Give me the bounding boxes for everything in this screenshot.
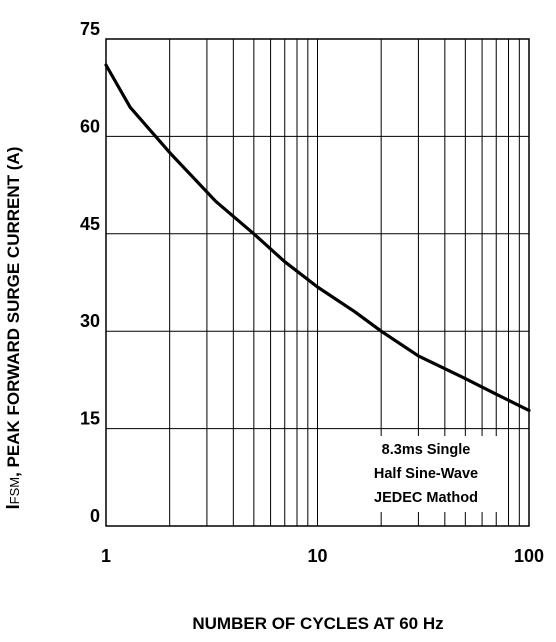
series-line [104, 63, 531, 412]
y-tick-label: 45 [80, 214, 100, 234]
x-tick-labels: 1 10 100 [101, 546, 544, 566]
annotation-box [346, 436, 506, 512]
y-grid-lines [106, 135, 529, 430]
y-tick-label: 15 [80, 409, 100, 429]
y-axis-label-rest: , PEAK FORWARD SURGE CURRENT (A) [4, 147, 23, 477]
x-tick-label: 1 [101, 546, 111, 566]
x-axis-label: NUMBER OF CYCLES AT 60 Hz [192, 614, 443, 633]
y-tick-label: 75 [80, 19, 100, 39]
y-tick-labels: 0 15 30 45 60 75 [80, 19, 100, 526]
y-axis-label: IFSM, PEAK FORWARD SURGE CURRENT (A) [3, 147, 23, 510]
x-tick-label: 10 [307, 546, 327, 566]
y-axis-label-prefix: I [3, 504, 23, 509]
x-tick-label: 100 [514, 546, 544, 566]
annotation-line-2: Half Sine-Wave [374, 466, 478, 482]
series-layer [104, 63, 531, 412]
annotation-line-1: 8.3ms Single [382, 442, 471, 458]
y-axis-label-subscript: FSM [7, 477, 22, 504]
plot-frame [105, 38, 530, 527]
annotation-line-3: JEDEC Mathod [374, 490, 478, 506]
y-tick-label: 0 [90, 506, 100, 526]
y-tick-label: 60 [80, 116, 100, 136]
y-tick-label: 30 [80, 311, 100, 331]
